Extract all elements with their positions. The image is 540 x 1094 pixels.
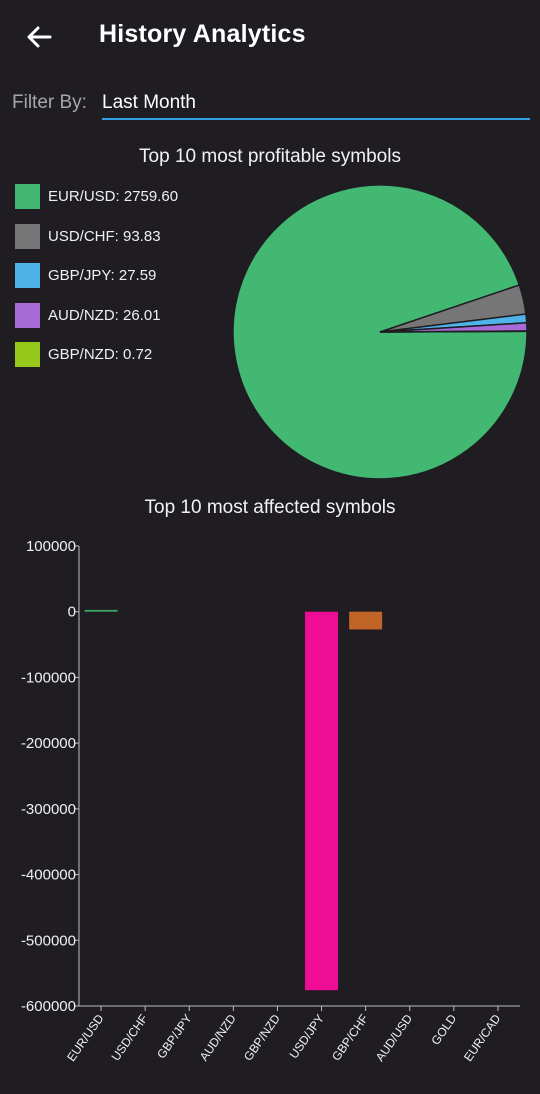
filter-label: Filter By: (12, 92, 87, 113)
legend-label: USD/CHF: 93.83 (48, 227, 161, 245)
y-tick-label: -600000 (21, 998, 76, 1015)
y-tick-label: 0 (68, 604, 76, 621)
bar-usd-jpy (305, 611, 339, 991)
legend-swatch (15, 342, 40, 367)
bar-eur-usd (84, 609, 118, 612)
x-tick-label: USD/CHF (109, 1012, 151, 1064)
pie-chart (232, 184, 528, 480)
y-tick-label: -400000 (21, 867, 76, 884)
y-tick-label: -300000 (21, 801, 76, 818)
bar-gbp-chf (349, 611, 383, 630)
legend-label: EUR/USD: 2759.60 (48, 188, 179, 205)
y-tick-label: 100000 (26, 538, 76, 555)
bar-chart: 100000 0 -100000 -200000 -300000 -400000 -5000… (21, 538, 520, 1064)
x-tick-label: EUR/CAD (461, 1011, 504, 1064)
y-tick-label: -100000 (21, 669, 76, 686)
app-header: History Analytics (0, 0, 540, 72)
bar-chart-title: Top 10 most affected symbols (144, 497, 396, 518)
y-tick-label: -500000 (21, 932, 76, 949)
x-tick-label: GOLD (428, 1011, 459, 1047)
pie-slice-gbp-nzd (379, 330, 528, 333)
filter-select[interactable]: Last Month (102, 90, 530, 120)
legend-swatch (15, 302, 40, 328)
x-tick-label: AUD/USD (373, 1011, 416, 1064)
legend-label: GBP/JPY: 27.59 (48, 267, 157, 284)
arrow-left-icon[interactable] (24, 22, 54, 52)
legend-swatch (15, 223, 40, 249)
x-tick-label: GBP/JPY (154, 1012, 195, 1062)
legend-swatch (15, 184, 40, 209)
legend-label: AUD/NZD: 26.01 (48, 306, 161, 324)
x-tick-label: GBP/NZD (241, 1011, 283, 1063)
x-tick-label: EUR/USD (64, 1011, 107, 1064)
y-tick-label: -200000 (21, 735, 76, 752)
legend-label: GBP/NZD: 0.72 (48, 346, 153, 363)
x-tick-label: USD/JPY (286, 1012, 327, 1062)
pie-chart-title: Top 10 most profitable symbols (139, 146, 401, 167)
x-tick-label: AUD/NZD (197, 1011, 239, 1063)
x-tick-label: GBP/CHF (329, 1012, 371, 1064)
page-title: History Analytics (99, 20, 306, 48)
legend-swatch (15, 263, 40, 288)
